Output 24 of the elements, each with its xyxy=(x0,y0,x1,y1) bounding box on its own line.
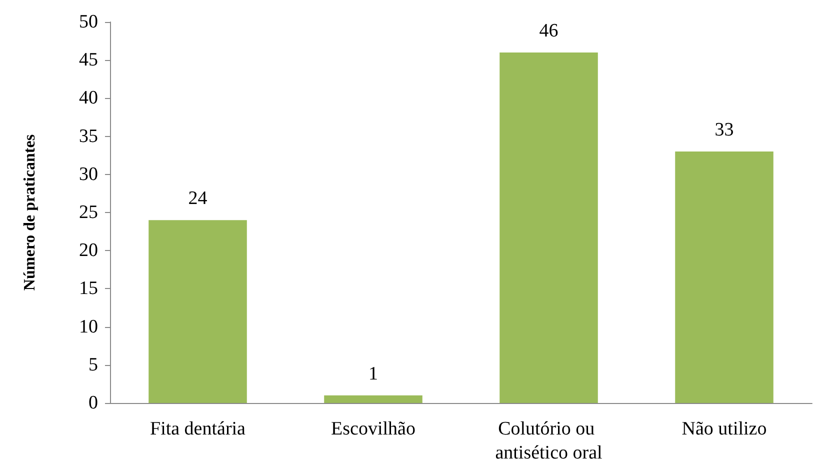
y-tick-label: 5 xyxy=(88,354,98,376)
y-tick-label: 45 xyxy=(79,50,98,71)
bar xyxy=(324,395,422,403)
x-tick-label: Não utilizo xyxy=(682,418,767,440)
y-tick-label: 0 xyxy=(88,392,98,414)
y-tick-label: 40 xyxy=(79,88,98,109)
data-label: 46 xyxy=(539,20,558,42)
y-tick-label: 10 xyxy=(79,316,98,338)
x-tick-label: Escovilhão xyxy=(331,418,416,440)
y-tick-label: 50 xyxy=(79,12,98,32)
y-tick-label: 25 xyxy=(79,202,98,223)
x-tick-label: Colutório ou antisético oral xyxy=(495,418,602,464)
y-tick-label: 30 xyxy=(79,164,98,185)
x-tick-label: Fita dentária xyxy=(150,418,246,440)
data-label: 33 xyxy=(714,120,734,141)
y-tick-label: 35 xyxy=(79,126,98,147)
y-tick-label: 15 xyxy=(79,278,98,300)
y-axis-title: Número de praticantes xyxy=(22,134,38,291)
data-label: 24 xyxy=(188,188,208,210)
bar xyxy=(500,52,598,403)
bar xyxy=(148,220,247,403)
y-tick-label: 20 xyxy=(79,240,98,262)
data-label: 1 xyxy=(368,363,378,384)
bar xyxy=(675,152,774,403)
